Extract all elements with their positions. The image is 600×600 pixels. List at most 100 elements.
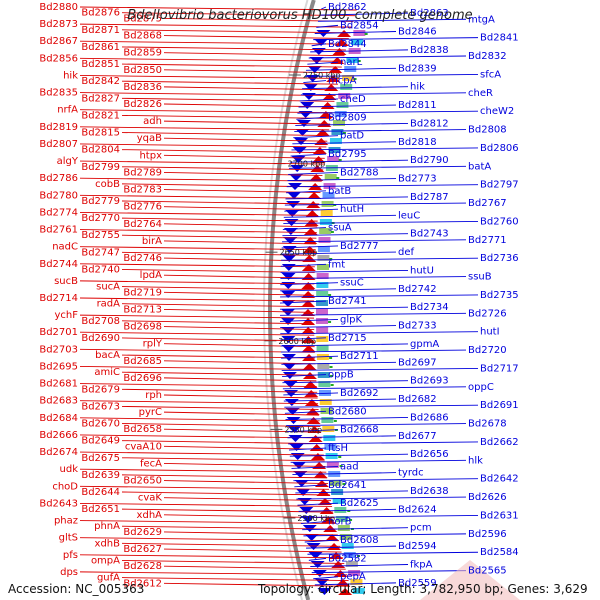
trna-mark (357, 60, 361, 62)
reverse-gene-label: Bd2835 (39, 88, 78, 99)
reverse-gene-label: Bd2666 (39, 430, 78, 441)
feature-block (324, 174, 337, 180)
forward-leader-line (282, 386, 467, 390)
trna-mark (347, 510, 351, 512)
forward-gene-label: Bd2565 (468, 566, 507, 577)
forward-gene-arrow (281, 264, 296, 271)
forward-gene-label: Bd2808 (468, 125, 507, 136)
reverse-leader-line (163, 326, 315, 330)
forward-leader-line (311, 43, 327, 47)
reverse-gene-label: Bd2786 (39, 173, 78, 184)
reverse-gene-arrow (338, 588, 353, 595)
forward-gene-label: Bd2726 (468, 308, 507, 319)
feature-block (320, 408, 333, 414)
forward-gene-label: Bd2584 (480, 547, 519, 558)
reverse-gene-label: Bd2755 (81, 230, 120, 241)
reverse-gene-label: amiC (94, 367, 120, 378)
reverse-leader-line (121, 97, 335, 102)
forward-leader-line (288, 441, 479, 445)
reverse-leader-line (121, 29, 351, 34)
reverse-leader-line (163, 565, 346, 570)
reverse-gene-label: Bd2628 (123, 561, 162, 572)
reverse-leader-line (79, 383, 317, 388)
feature-block (316, 336, 329, 342)
forward-leader-line (281, 251, 397, 255)
reverse-leader-line (79, 348, 315, 353)
forward-gene-arrow (295, 129, 310, 136)
forward-leader-line (287, 178, 397, 181)
forward-gene-arrow (284, 219, 299, 226)
reverse-leader-line (163, 548, 342, 553)
forward-leader-line (281, 368, 479, 371)
reverse-gene-label: Bd2746 (123, 253, 162, 264)
reverse-leader-line (79, 92, 336, 97)
forward-gene-arrow (310, 561, 325, 568)
forward-gene-label: batB (328, 186, 351, 197)
forward-leader-line (307, 61, 339, 65)
forward-gene-arrow (284, 399, 299, 406)
kbp-label: 2650 kbp (279, 248, 317, 257)
forward-leader-line (284, 202, 467, 206)
reverse-gene-arrow (307, 426, 322, 433)
reverse-gene-arrow (320, 102, 335, 109)
reverse-leader-line (79, 297, 315, 302)
forward-gene-label: oppC (468, 382, 494, 393)
forward-gene-label: Bd2691 (480, 400, 519, 411)
feature-block (326, 462, 339, 468)
forward-leader-line (297, 502, 339, 506)
forward-leader-line (279, 306, 409, 310)
forward-gene-label: Bd2767 (468, 198, 507, 209)
forward-gene-label: leuC (398, 210, 420, 221)
kbp-label: 2750 kbp (303, 71, 341, 80)
forward-leader-line (296, 116, 327, 120)
reverse-leader-line (79, 40, 348, 45)
forward-leader-line (290, 153, 327, 157)
forward-gene-label: Bd2733 (398, 321, 437, 332)
forward-gene-label: Bd2638 (410, 486, 449, 497)
reverse-gene-label: choD (52, 481, 78, 492)
reverse-leader-line (121, 303, 315, 308)
reverse-gene-arrow (301, 327, 316, 334)
reverse-leader-line (79, 143, 327, 148)
forward-gene-label: mcpA (328, 76, 357, 87)
trna-mark (353, 78, 357, 80)
forward-gene-arrow (314, 39, 329, 46)
feature-block (319, 228, 332, 234)
reverse-gene-label: Bd2690 (81, 333, 120, 344)
feature-block (325, 453, 338, 459)
forward-gene-label: Bd2594 (398, 541, 437, 552)
reverse-leader-line (79, 485, 330, 490)
forward-leader-line (284, 404, 479, 408)
reverse-gene-arrow (309, 444, 324, 451)
forward-gene-label: Bd2596 (468, 529, 507, 540)
reverse-gene-label: sucA (96, 282, 120, 293)
reverse-gene-label: Bd2851 (81, 59, 120, 70)
reverse-leader-line (163, 86, 337, 91)
reverse-gene-arrow (312, 462, 327, 469)
forward-leader-line (319, 12, 409, 16)
feature-block (316, 318, 329, 324)
forward-gene-label: batD (340, 131, 364, 142)
forward-gene-label: Bd2806 (480, 143, 519, 154)
reverse-leader-line (121, 388, 318, 393)
forward-leader-line (291, 466, 339, 469)
reverse-gene-label: phaz (54, 516, 78, 527)
reverse-gene-label: bacA (95, 350, 120, 361)
trna-mark (338, 456, 342, 458)
reverse-gene-label: pyrC (139, 407, 162, 418)
forward-leader-line (293, 478, 479, 482)
reverse-gene-label: Bd2713 (123, 304, 162, 315)
forward-gene-label: Bd2736 (480, 253, 519, 264)
forward-gene-label: Bd2771 (468, 235, 507, 246)
reverse-gene-label: Bd2764 (123, 219, 162, 230)
forward-leader-line (280, 276, 467, 280)
reverse-gene-arrow (301, 282, 316, 289)
forward-gene-label: Bd2862 (328, 2, 367, 13)
forward-leader-line (302, 86, 409, 90)
forward-gene-label: Bd2641 (328, 480, 367, 491)
feature-block (336, 516, 349, 522)
reverse-leader-line (79, 211, 319, 216)
reverse-gene-arrow (308, 435, 323, 442)
reverse-leader-line (163, 360, 316, 365)
forward-gene-arrow (312, 570, 327, 577)
